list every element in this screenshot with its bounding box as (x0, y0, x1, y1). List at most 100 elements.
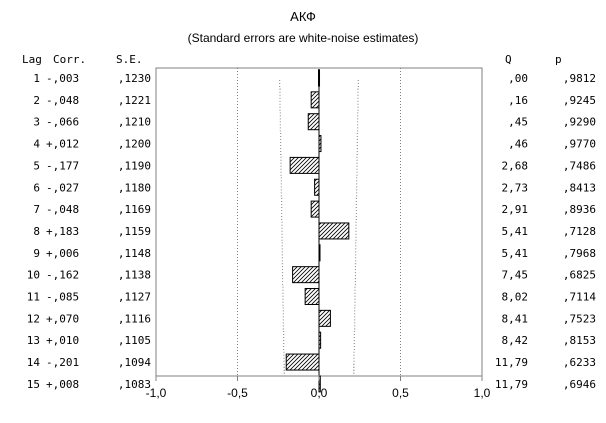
chart-title: АКФ (290, 9, 316, 24)
lag-label: 1 (33, 72, 40, 85)
x-tick-label: 1,0 (474, 386, 491, 400)
x-tick-label: -0,5 (227, 386, 248, 400)
se-value: ,1127 (118, 291, 151, 304)
q-value: 11,79 (495, 356, 528, 369)
lag-label: 3 (33, 116, 40, 129)
p-value: ,8153 (563, 334, 596, 347)
lag-label: 13 (27, 334, 40, 347)
header-corr: Corr. (53, 53, 86, 66)
acf-bar (304, 288, 320, 305)
acf-bar (310, 91, 320, 109)
acf-bar (285, 353, 320, 371)
q-value: ,46 (508, 138, 528, 151)
lag-label: 8 (33, 225, 40, 238)
corr-value: -,162 (46, 269, 79, 282)
q-value: 8,02 (502, 291, 529, 304)
corr-value: -,048 (46, 94, 79, 107)
corr-value: +,012 (46, 138, 79, 151)
confidence-limit-upper (353, 80, 359, 374)
p-value: ,7486 (563, 159, 596, 172)
se-value: ,1083 (118, 378, 151, 391)
se-value: ,1159 (118, 225, 151, 238)
header-p: p (555, 53, 562, 66)
lag-label: 10 (27, 269, 40, 282)
se-value: ,1221 (118, 94, 151, 107)
acf-bar (289, 156, 320, 174)
lag-label: 4 (33, 138, 40, 151)
x-tick-label: -1,0 (146, 386, 167, 400)
corr-value: -,048 (46, 203, 79, 216)
corr-value: +,070 (46, 312, 79, 325)
p-value: ,7968 (563, 247, 596, 260)
acf-bar (310, 200, 320, 218)
p-value: ,8936 (563, 203, 596, 216)
x-tick-label: 0,5 (392, 386, 409, 400)
se-value: ,1190 (118, 159, 151, 172)
se-value: ,1094 (118, 356, 151, 369)
lag-label: 12 (27, 312, 40, 325)
p-value: ,9812 (563, 72, 596, 85)
p-value: ,7523 (563, 312, 596, 325)
corr-value: -,201 (46, 356, 79, 369)
x-tick-label: 0,0 (311, 386, 328, 400)
acf-bar (318, 222, 350, 240)
acf-bar (314, 178, 320, 196)
header-se: S.E. (116, 53, 143, 66)
q-value: 11,79 (495, 378, 528, 391)
header-q: Q (505, 53, 512, 66)
acf-bar (318, 309, 331, 327)
corr-value: -,003 (46, 72, 79, 85)
se-value: ,1200 (118, 138, 151, 151)
corr-value: +,006 (46, 247, 79, 260)
corr-value: -,066 (46, 116, 79, 129)
corr-value: +,010 (46, 334, 79, 347)
p-value: ,9245 (563, 94, 596, 107)
p-value: ,6946 (563, 378, 596, 391)
q-value: 8,42 (502, 334, 529, 347)
se-value: ,1230 (118, 72, 151, 85)
acf-bar (318, 375, 321, 393)
corr-value: +,008 (46, 378, 79, 391)
se-value: ,1148 (118, 247, 151, 260)
p-value: ,6825 (563, 269, 596, 282)
acf-bar (307, 113, 320, 131)
corr-value: -,027 (46, 181, 79, 194)
p-value: ,9290 (563, 116, 596, 129)
lag-label: 5 (33, 159, 40, 172)
q-value: ,45 (508, 116, 528, 129)
se-value: ,1180 (118, 181, 151, 194)
q-value: 2,73 (502, 181, 529, 194)
p-value: ,7128 (563, 225, 596, 238)
lag-label: 11 (27, 291, 40, 304)
p-value: ,9770 (563, 138, 596, 151)
confidence-limit-lower (279, 80, 285, 374)
q-value: 2,68 (502, 159, 529, 172)
p-value: ,7114 (563, 291, 596, 304)
q-value: 8,41 (502, 312, 529, 325)
q-value: ,16 (508, 94, 528, 107)
se-value: ,1116 (118, 312, 151, 325)
corr-value: +,183 (46, 225, 79, 238)
corr-value: -,085 (46, 291, 79, 304)
lag-label: 6 (33, 181, 40, 194)
p-value: ,8413 (563, 181, 596, 194)
corr-value: -,177 (46, 159, 79, 172)
q-value: 5,41 (502, 247, 529, 260)
lag-label: 7 (33, 203, 40, 216)
lag-label: 14 (27, 356, 41, 369)
lag-label: 9 (33, 247, 40, 260)
header-lag: Lag (22, 53, 42, 66)
lag-label: 15 (27, 378, 40, 391)
se-value: ,1210 (118, 116, 151, 129)
q-value: 7,45 (502, 269, 529, 282)
q-value: ,00 (508, 72, 528, 85)
se-value: ,1169 (118, 203, 151, 216)
lag-label: 2 (33, 94, 40, 107)
chart-subtitle: (Standard errors are white-noise estimat… (188, 31, 419, 45)
q-value: 2,91 (502, 203, 529, 216)
q-value: 5,41 (502, 225, 529, 238)
se-value: ,1138 (118, 269, 151, 282)
acf-bar (292, 266, 320, 284)
